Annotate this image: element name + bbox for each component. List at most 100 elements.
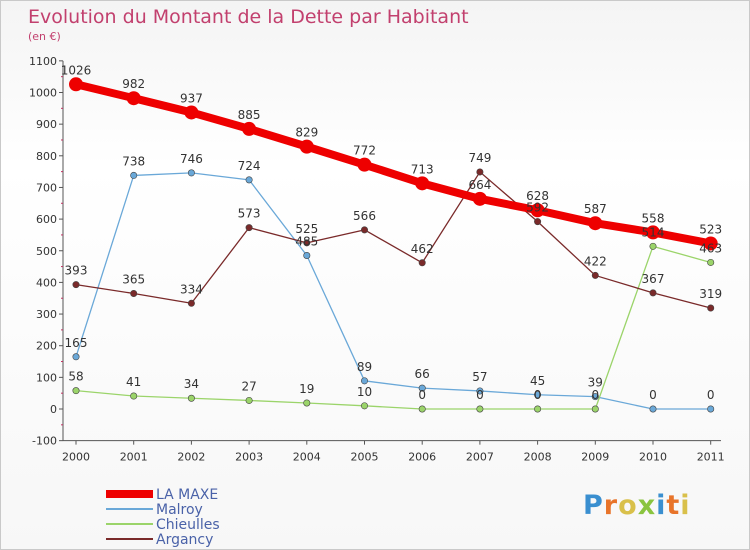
data-point <box>303 251 311 259</box>
data-point <box>303 399 311 407</box>
series-line-chieulles <box>75 245 712 410</box>
legend-label: LA MAXE <box>156 487 218 503</box>
y-tick-label: 400 <box>36 276 57 289</box>
data-point <box>476 387 484 395</box>
data-point <box>534 391 542 399</box>
series-line-argancy <box>75 171 712 309</box>
data-point <box>591 271 599 279</box>
data-point <box>476 168 484 176</box>
data-label: 41 <box>126 375 141 389</box>
series-line-la-maxe <box>72 80 715 248</box>
data-label: 982 <box>122 77 145 91</box>
data-label: 724 <box>238 159 261 173</box>
x-tick-label: 2004 <box>293 451 321 464</box>
data-point <box>299 139 314 154</box>
data-label: 422 <box>584 254 607 268</box>
data-label: 19 <box>299 382 314 396</box>
data-point <box>476 405 484 413</box>
data-label: 57 <box>472 370 487 384</box>
series-line-malroy <box>75 172 712 410</box>
data-label: 34 <box>184 377 199 391</box>
data-point <box>130 289 138 297</box>
data-point <box>72 387 80 395</box>
data-label: 165 <box>65 336 88 350</box>
data-point <box>187 394 195 402</box>
legend-label: Argancy <box>156 532 213 548</box>
y-tick-label: 200 <box>36 340 57 353</box>
data-point <box>184 105 199 120</box>
data-label: 592 <box>526 201 549 215</box>
data-point <box>357 157 372 172</box>
data-point <box>534 218 542 226</box>
x-tick-label: 2002 <box>177 451 205 464</box>
data-label: 0 <box>649 388 657 402</box>
data-point <box>472 191 487 206</box>
x-tick-label: 2007 <box>466 451 494 464</box>
y-tick-label: 300 <box>36 308 57 321</box>
y-tick-label: 800 <box>36 150 57 163</box>
data-point <box>418 384 426 392</box>
data-point <box>360 402 368 410</box>
data-point <box>245 396 253 404</box>
data-point <box>245 176 253 184</box>
data-label: 587 <box>584 202 607 216</box>
data-point <box>649 242 657 250</box>
data-label: 628 <box>526 189 549 203</box>
x-tick-label: 2000 <box>62 451 90 464</box>
data-label: 0 <box>591 388 599 402</box>
data-point <box>130 392 138 400</box>
data-point <box>534 405 542 413</box>
data-label: 0 <box>476 388 484 402</box>
data-label: 0 <box>534 388 542 402</box>
data-label: 0 <box>418 388 426 402</box>
y-tick-label: 0 <box>50 403 57 416</box>
data-label: 485 <box>295 234 318 248</box>
data-point <box>707 258 715 266</box>
y-tick-label: 100 <box>36 371 57 384</box>
data-point <box>530 203 545 218</box>
data-point <box>649 289 657 297</box>
data-point <box>303 239 311 247</box>
data-point <box>591 405 599 413</box>
data-point <box>415 176 430 191</box>
data-point <box>187 169 195 177</box>
y-tick-label: -100 <box>32 435 57 448</box>
legend-label: Malroy <box>156 502 203 518</box>
data-label: 772 <box>353 144 376 158</box>
chart-title: Evolution du Montant de la Dette par Hab… <box>28 6 469 28</box>
logo-letter: o <box>618 490 638 521</box>
data-label: 664 <box>468 178 491 192</box>
data-point <box>360 377 368 385</box>
data-label: 66 <box>415 367 430 381</box>
y-tick-label: 700 <box>36 181 57 194</box>
data-label: 367 <box>642 272 665 286</box>
data-label: 525 <box>295 222 318 236</box>
data-point <box>649 405 657 413</box>
data-point <box>703 236 718 251</box>
data-point <box>245 224 253 232</box>
logo-letter: i <box>656 490 667 521</box>
data-label: 558 <box>642 211 665 225</box>
y-tick-label: 500 <box>36 245 57 258</box>
data-label: 713 <box>411 162 434 176</box>
data-label: 738 <box>122 154 145 168</box>
data-label: 462 <box>411 242 434 256</box>
x-tick-label: 2008 <box>524 451 552 464</box>
x-tick-label: 2010 <box>639 451 667 464</box>
data-label: 365 <box>122 272 145 286</box>
data-label: 89 <box>357 360 372 374</box>
logo-letter: t <box>666 490 681 521</box>
data-point <box>418 259 426 267</box>
data-label: 937 <box>180 91 203 105</box>
data-label: 463 <box>699 241 722 255</box>
chart-subtitle: (en €) <box>28 30 61 43</box>
data-label: 746 <box>180 152 203 166</box>
data-point <box>187 299 195 307</box>
data-point <box>707 405 715 413</box>
logo-letter: P <box>583 490 604 521</box>
logo-letter: x <box>637 490 657 521</box>
data-label: 573 <box>238 207 261 221</box>
proxiti-logo: Proxiti <box>583 490 691 521</box>
